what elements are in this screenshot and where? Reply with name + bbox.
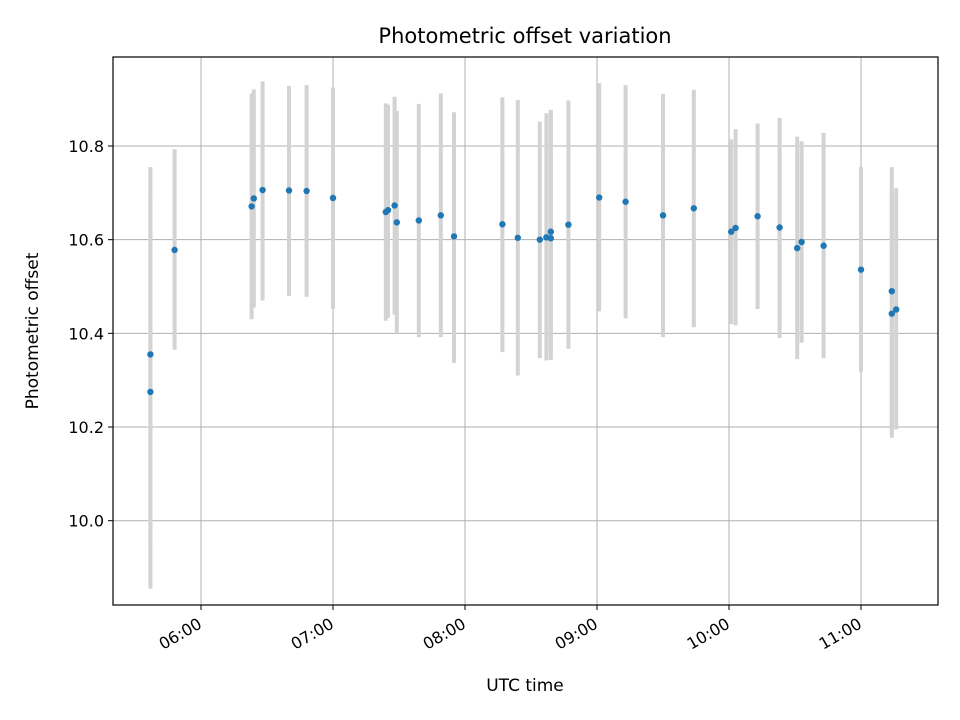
data-point bbox=[754, 213, 761, 220]
data-point bbox=[285, 187, 293, 194]
data-point bbox=[888, 287, 895, 295]
data-point bbox=[659, 212, 667, 219]
data-point bbox=[499, 221, 506, 228]
data-point bbox=[536, 236, 543, 243]
y-tick-label: 10.2 bbox=[68, 418, 104, 437]
data-point bbox=[147, 351, 154, 358]
x-axis-label: UTC time bbox=[486, 676, 564, 696]
data-point bbox=[437, 212, 444, 219]
data-point bbox=[391, 202, 398, 209]
data-point bbox=[248, 203, 255, 210]
y-tick-label: 10.4 bbox=[68, 324, 104, 343]
y-tick-label: 10.8 bbox=[68, 137, 104, 156]
data-point bbox=[450, 233, 458, 240]
data-point bbox=[690, 205, 697, 212]
y-axis-ticks: 10.0 10.2 10.4 10.6 10.8 bbox=[68, 137, 113, 531]
data-point bbox=[384, 206, 392, 214]
data-point bbox=[857, 266, 865, 273]
y-axis-label: Photometric offset bbox=[23, 252, 43, 409]
data-point bbox=[888, 310, 895, 317]
data-point bbox=[259, 186, 266, 194]
y-tick-label: 10.6 bbox=[68, 231, 104, 250]
data-point bbox=[565, 221, 572, 228]
data-point bbox=[728, 228, 735, 235]
chart-title: Photometric offset variation bbox=[378, 24, 671, 48]
data-point bbox=[547, 228, 554, 235]
data-point bbox=[250, 195, 257, 202]
data-point bbox=[547, 235, 554, 242]
data-point bbox=[798, 238, 805, 246]
data-point bbox=[171, 246, 178, 254]
data-point bbox=[820, 242, 827, 249]
plot-frame bbox=[112, 56, 939, 606]
data-point bbox=[893, 306, 900, 313]
data-point bbox=[329, 194, 337, 202]
data-point bbox=[393, 219, 400, 226]
y-tick-label: 10.0 bbox=[68, 512, 104, 531]
data-points bbox=[147, 186, 900, 396]
data-point bbox=[794, 244, 801, 252]
data-point bbox=[776, 224, 783, 231]
data-point bbox=[514, 234, 521, 241]
data-point bbox=[147, 388, 154, 396]
data-point bbox=[732, 224, 739, 232]
data-point bbox=[303, 187, 310, 195]
data-point bbox=[596, 194, 603, 201]
data-point bbox=[415, 217, 422, 224]
data-point bbox=[622, 198, 629, 205]
